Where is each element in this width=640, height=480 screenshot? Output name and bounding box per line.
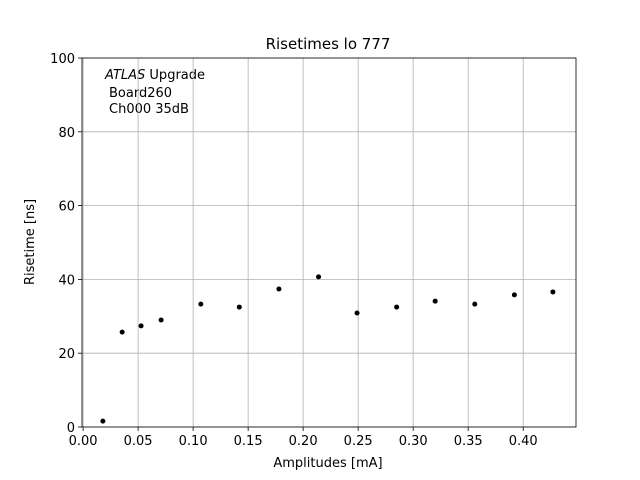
chart-title: Risetimes lo 777 (266, 35, 391, 53)
y-axis-label: Risetime [ns] (23, 199, 38, 285)
x-tick-label: 0.40 (509, 434, 538, 449)
point (138, 323, 144, 329)
point (472, 301, 478, 307)
point (276, 286, 282, 292)
x-tick-label: 0.35 (454, 434, 483, 449)
x-tick-label: 0.25 (344, 434, 373, 449)
x-tick-label: 0.05 (124, 434, 153, 449)
point (511, 292, 517, 298)
point (354, 310, 360, 316)
annotation-text: Upgrade (149, 68, 205, 83)
x-tick-label: 0.20 (289, 434, 318, 449)
x-tick-label: 0.00 (69, 434, 98, 449)
x-axis-label: Amplitudes [mA] (273, 456, 382, 471)
point (394, 304, 400, 310)
annotation-line: Ch000 35dB (109, 102, 189, 117)
y-tick-label: 0 (67, 421, 75, 436)
y-tick-label: 100 (50, 52, 75, 67)
point (100, 418, 106, 424)
point (316, 274, 322, 280)
annotation-line: Board260 (109, 86, 172, 101)
point (158, 317, 164, 323)
y-tick-label: 80 (58, 126, 75, 141)
point (236, 304, 242, 310)
y-tick-label: 60 (58, 200, 75, 215)
point (432, 298, 438, 304)
point (119, 329, 125, 335)
y-tick-label: 40 (58, 273, 75, 288)
x-tick-label: 0.10 (179, 434, 208, 449)
x-tick-label: 0.15 (234, 434, 263, 449)
point (550, 289, 556, 295)
annotation-italic: ATLAS (104, 68, 145, 83)
x-tick-label: 0.30 (399, 434, 428, 449)
annotation: ATLAS Upgrade (104, 68, 205, 83)
plot-frame (81, 57, 577, 428)
y-tick-label: 20 (58, 347, 75, 362)
point (198, 301, 204, 307)
